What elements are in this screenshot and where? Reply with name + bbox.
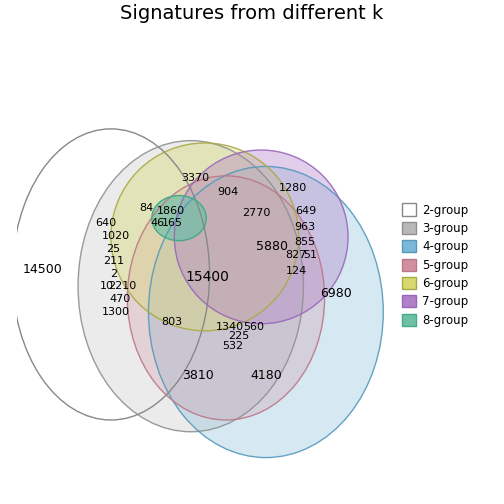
Text: 532: 532 (222, 341, 243, 351)
Ellipse shape (111, 143, 299, 331)
Text: 1280: 1280 (279, 182, 307, 193)
Ellipse shape (128, 176, 325, 420)
Ellipse shape (174, 150, 348, 324)
Text: 51: 51 (303, 249, 318, 260)
Text: 470: 470 (110, 294, 131, 304)
Text: 46: 46 (151, 218, 165, 228)
Ellipse shape (152, 196, 206, 240)
Ellipse shape (149, 166, 383, 458)
Text: 3370: 3370 (181, 173, 210, 183)
Text: 15400: 15400 (185, 270, 229, 284)
Ellipse shape (78, 141, 303, 432)
Text: 225: 225 (228, 332, 249, 341)
Text: 904: 904 (218, 187, 239, 197)
Text: 25: 25 (106, 243, 120, 254)
Text: 2770: 2770 (242, 209, 271, 218)
Text: 1340: 1340 (216, 322, 244, 332)
Text: 5880: 5880 (256, 240, 287, 253)
Text: 2: 2 (110, 269, 117, 279)
Text: 1300: 1300 (102, 307, 130, 317)
Text: 640: 640 (96, 218, 117, 228)
Text: 827: 827 (286, 249, 307, 260)
Text: 2210: 2210 (108, 281, 137, 291)
Text: 3810: 3810 (182, 369, 214, 382)
Text: 4180: 4180 (250, 369, 282, 382)
Text: 14500: 14500 (23, 263, 62, 276)
Text: 1020: 1020 (101, 231, 130, 241)
Text: 803: 803 (161, 318, 182, 327)
Text: 855: 855 (294, 236, 315, 246)
Legend: 2-group, 3-group, 4-group, 5-group, 6-group, 7-group, 8-group: 2-group, 3-group, 4-group, 5-group, 6-gr… (399, 200, 472, 330)
Text: 963: 963 (294, 222, 315, 232)
Text: 1860: 1860 (157, 206, 185, 216)
Text: 649: 649 (295, 206, 317, 216)
Text: 6980: 6980 (321, 287, 352, 300)
Text: 84: 84 (139, 203, 153, 213)
Text: 10: 10 (100, 281, 114, 291)
Text: 124: 124 (286, 266, 307, 276)
Text: 165: 165 (161, 218, 182, 228)
Text: 560: 560 (243, 322, 264, 332)
Text: 211: 211 (103, 257, 124, 266)
Title: Signatures from different k: Signatures from different k (120, 4, 384, 23)
